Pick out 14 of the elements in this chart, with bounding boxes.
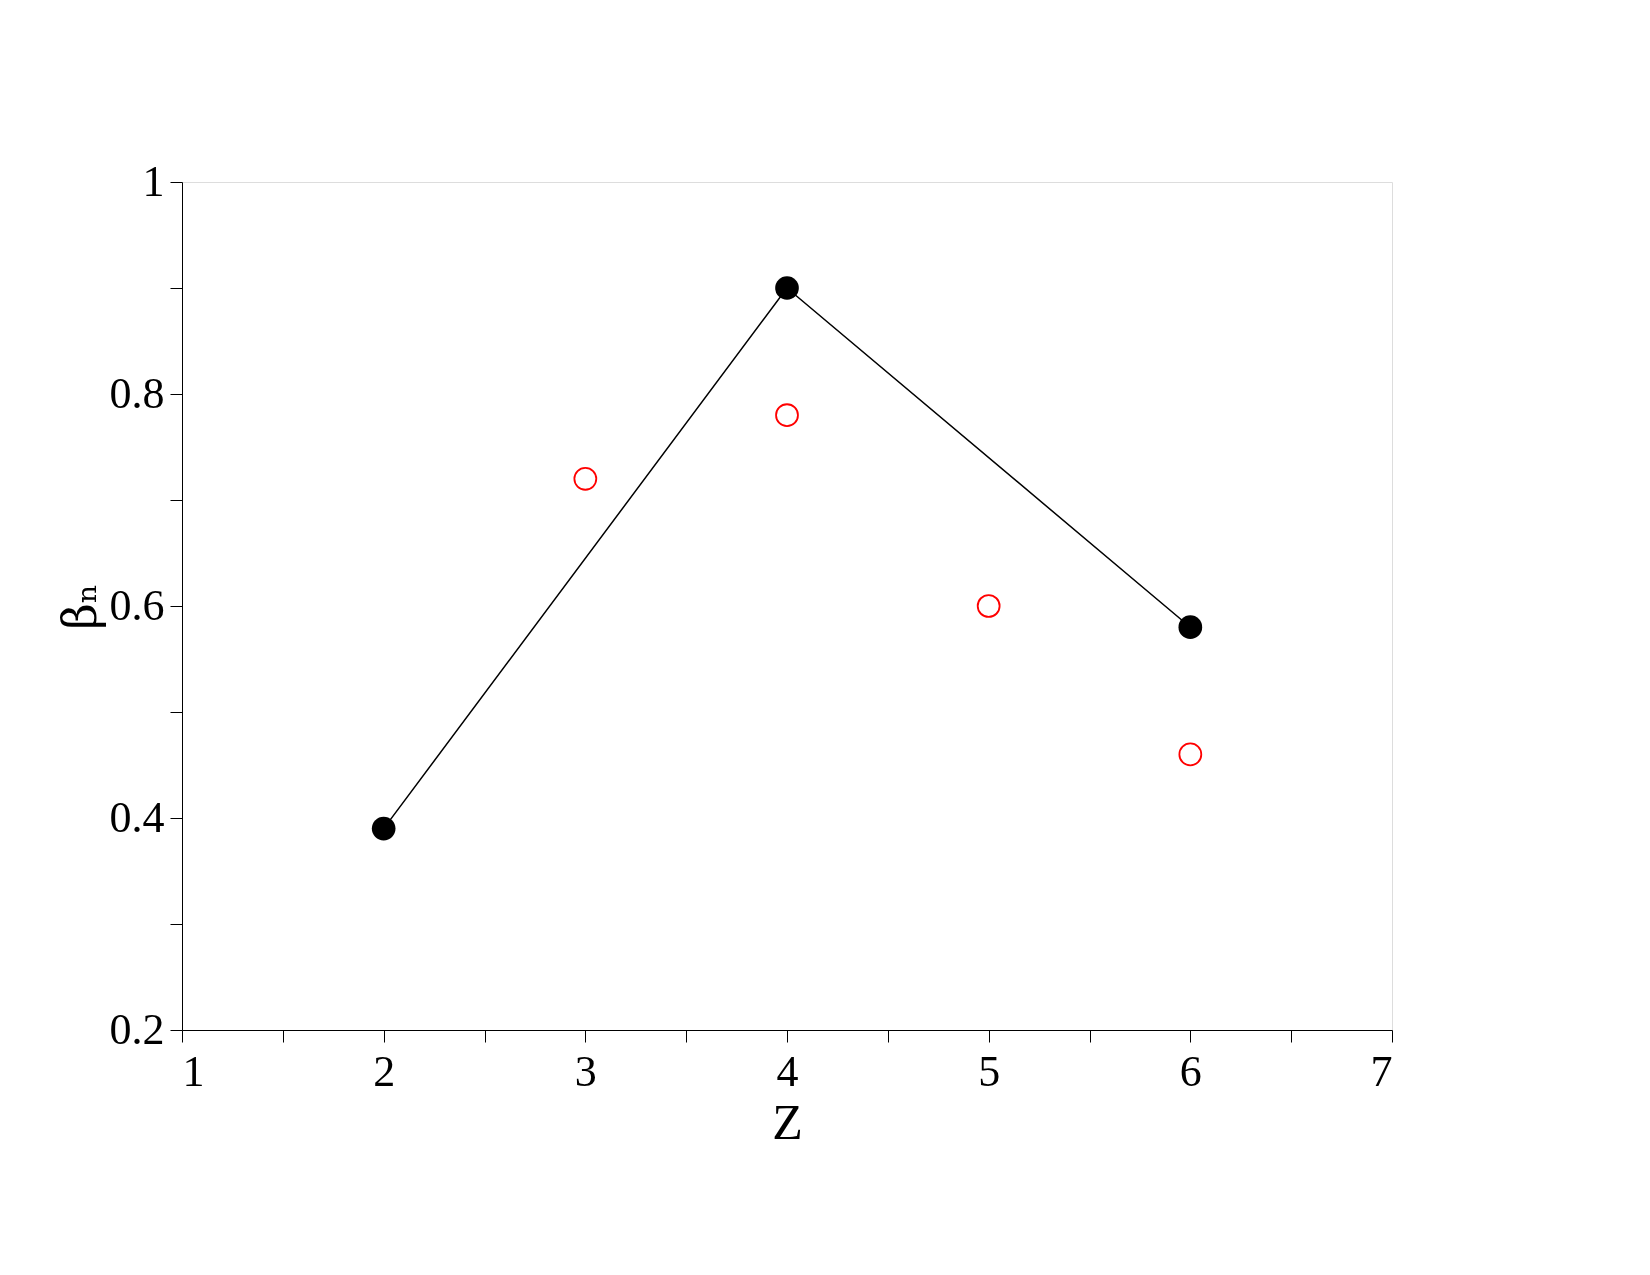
x-tick-label: 2: [373, 1046, 396, 1096]
y-tick-label: 1: [142, 156, 165, 206]
x-axis-title: Z: [772, 1093, 803, 1150]
x-tick-label: 7: [1370, 1046, 1393, 1096]
x-tick-label: 6: [1179, 1046, 1202, 1096]
y-tick-label: 0.2: [109, 1004, 165, 1054]
x-tick-label: 3: [574, 1046, 597, 1096]
y-tick-label: 0.8: [109, 368, 165, 418]
x-tick-label: 4: [776, 1046, 799, 1096]
y-axis-title: βₙ: [52, 583, 107, 630]
y-tick-label: 0.4: [109, 792, 165, 842]
y-tick-label: 0.6: [109, 580, 165, 630]
x-tick-label: 1: [182, 1046, 205, 1096]
x-tick-label: 5: [978, 1046, 1001, 1096]
